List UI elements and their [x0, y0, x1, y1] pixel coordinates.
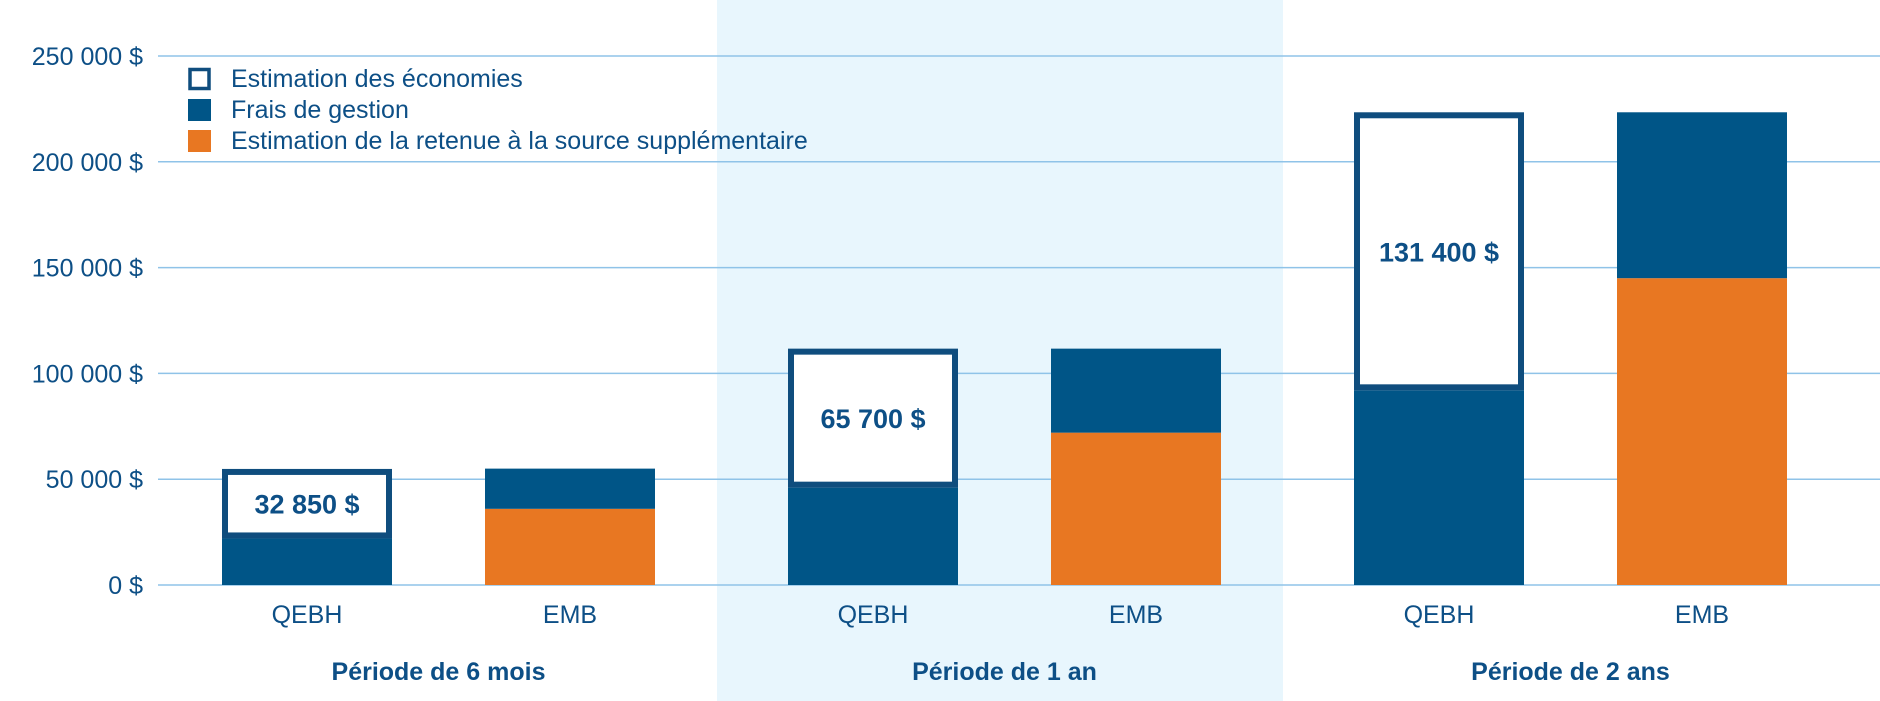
bar-segment-frais [1617, 112, 1787, 279]
bar-segment-frais [1354, 390, 1524, 585]
legend-swatch-retenue [188, 130, 211, 152]
savings-data-label: 32 850 $ [254, 490, 359, 520]
y-tick-label: 200 000 $ [32, 149, 143, 177]
y-tick-label: 50 000 $ [46, 466, 143, 494]
bar-segment-savings [222, 468, 392, 539]
x-category-label: QEBH [272, 601, 343, 629]
legend-label: Frais de gestion [231, 96, 409, 124]
bar-segment-frais [485, 468, 655, 509]
savings-data-label: 65 700 $ [820, 404, 925, 434]
bar-segment-retenue [485, 508, 655, 585]
x-category-label: EMB [1675, 601, 1729, 629]
x-category-label: EMB [543, 601, 597, 629]
bar-segment-savings [1354, 112, 1524, 391]
bar-segment-frais [222, 538, 392, 585]
x-category-label: EMB [1109, 601, 1163, 629]
legend-label: Estimation des économies [231, 65, 523, 93]
y-tick-label: 150 000 $ [32, 255, 143, 283]
y-tick-label: 100 000 $ [32, 360, 143, 388]
bar-segment-frais [1051, 348, 1221, 433]
legend-label: Estimation de la retenue à la source sup… [231, 127, 808, 155]
bar-segment-retenue [1051, 432, 1221, 585]
legend-swatch-savings [188, 67, 211, 91]
y-tick-label: 0 $ [108, 572, 143, 600]
bar-segment-frais [788, 487, 958, 585]
bar-segment-retenue [1617, 278, 1787, 585]
y-tick-label: 250 000 $ [32, 43, 143, 71]
x-category-label: QEBH [838, 601, 909, 629]
savings-data-label: 131 400 $ [1379, 237, 1499, 267]
bar-segment-savings [788, 348, 958, 488]
x-group-label: Période de 2 ans [1471, 658, 1670, 686]
x-category-label: QEBH [1404, 601, 1475, 629]
x-group-label: Période de 1 an [912, 658, 1097, 686]
x-group-label: Période de 6 mois [332, 658, 546, 686]
legend-swatch-frais [188, 99, 211, 121]
